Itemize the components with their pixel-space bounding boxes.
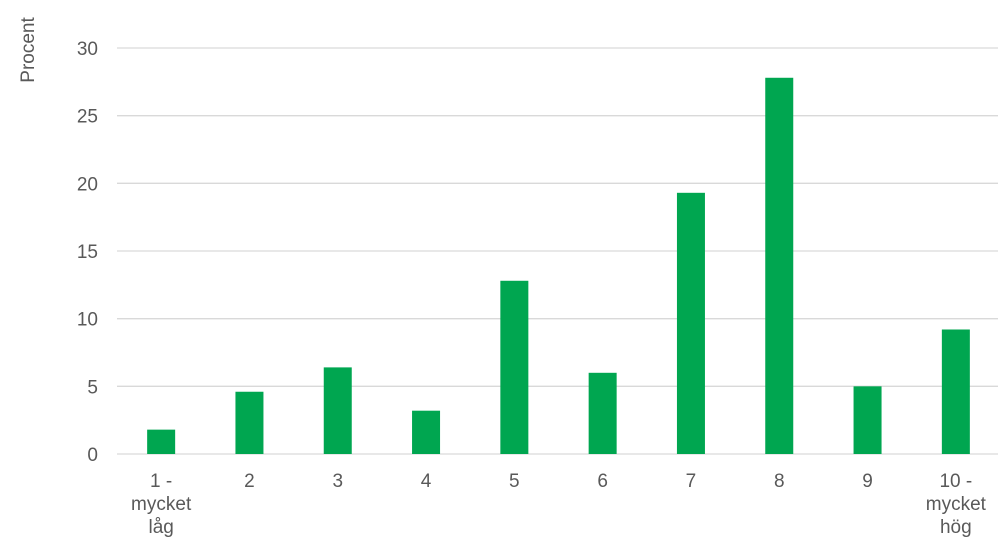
y-tick-label: 0 xyxy=(87,445,98,466)
x-tick-label: mycket xyxy=(926,494,987,515)
y-tick-label: 30 xyxy=(77,39,98,60)
x-tick-label: 10 - xyxy=(939,471,972,492)
gridlines xyxy=(117,47,998,455)
bar xyxy=(853,386,882,454)
x-tick-label: låg xyxy=(148,517,173,538)
bar xyxy=(588,372,617,454)
x-tick-label: 2 xyxy=(244,471,255,492)
x-tick-label: 6 xyxy=(597,471,608,492)
x-tick-label: 3 xyxy=(332,471,343,492)
bar xyxy=(765,77,794,455)
bar xyxy=(147,429,176,454)
y-tick-label: 15 xyxy=(77,242,98,263)
y-tick-label: 20 xyxy=(77,174,98,195)
x-tick-label: hög xyxy=(940,517,972,538)
x-tick-label: 4 xyxy=(421,471,432,492)
bar xyxy=(235,391,264,454)
x-tick-label: 1 - xyxy=(150,471,172,492)
x-tick-label: mycket xyxy=(131,494,192,515)
x-tick-label: 7 xyxy=(686,471,697,492)
y-axis-label: Procent xyxy=(18,17,39,83)
x-tick-label: 8 xyxy=(774,471,785,492)
bar xyxy=(412,410,441,454)
y-tick-label: 5 xyxy=(87,377,98,398)
bar xyxy=(323,367,352,454)
bar xyxy=(941,329,970,454)
bar xyxy=(676,192,705,454)
bar xyxy=(500,280,529,454)
y-axis-ticks: 0 5 10 15 20 25 30 xyxy=(77,39,98,466)
y-tick-label: 25 xyxy=(77,107,98,128)
y-tick-label: 10 xyxy=(77,310,98,331)
x-tick-label: 5 xyxy=(509,471,520,492)
x-tick-label: 9 xyxy=(862,471,873,492)
bars xyxy=(147,77,970,455)
